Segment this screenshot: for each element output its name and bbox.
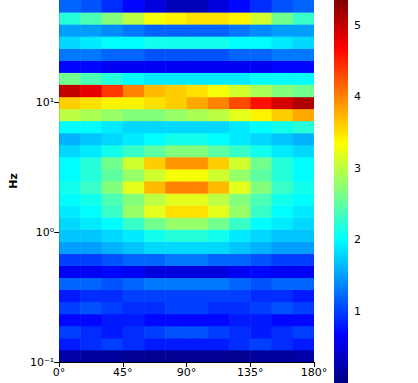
svg-text:135°: 135° bbox=[237, 366, 264, 379]
svg-text:10¹: 10¹ bbox=[36, 96, 54, 109]
svg-text:Hz: Hz bbox=[7, 173, 20, 189]
svg-text:90°: 90° bbox=[177, 366, 197, 379]
svg-text:0°: 0° bbox=[53, 366, 66, 379]
svg-text:4: 4 bbox=[354, 90, 361, 103]
svg-text:180°: 180° bbox=[301, 366, 328, 379]
svg-text:5: 5 bbox=[354, 19, 361, 32]
svg-text:10⁰: 10⁰ bbox=[36, 226, 55, 239]
svg-text:45°: 45° bbox=[113, 366, 133, 379]
svg-text:10⁻¹: 10⁻¹ bbox=[30, 356, 54, 369]
svg-text:3: 3 bbox=[354, 162, 361, 175]
svg-text:1: 1 bbox=[354, 305, 361, 318]
svg-text:2: 2 bbox=[354, 233, 361, 246]
